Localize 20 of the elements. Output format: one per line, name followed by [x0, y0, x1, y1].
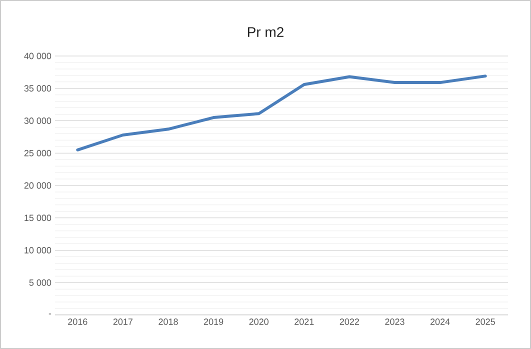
- x-tick-label: 2021: [294, 318, 314, 325]
- y-tick-label: 20 000: [24, 182, 52, 189]
- x-tick-label: 2016: [68, 318, 88, 325]
- y-tick-label: 10 000: [24, 247, 52, 254]
- y-tick-label: 15 000: [24, 214, 52, 222]
- y-tick-label: 25 000: [24, 150, 52, 156]
- line-series: [76, 74, 487, 152]
- x-tick-label: 2025: [476, 318, 495, 325]
- x-tick-label: 2018: [158, 318, 178, 325]
- x-tick-label: 2019: [204, 318, 224, 325]
- chart-title: Pr m2: [248, 27, 284, 37]
- x-tick-label: 2023: [385, 318, 404, 325]
- y-tick-label: 30 000: [24, 118, 52, 124]
- y-tick-label: 5 000: [29, 279, 52, 286]
- y-tick-label: 40 000: [24, 52, 52, 60]
- x-tick-label: 2024: [430, 318, 450, 325]
- x-tick-label: 2017: [113, 318, 132, 325]
- x-tick-label: 2022: [340, 318, 360, 325]
- x-tick-label: 2020: [249, 318, 269, 325]
- y-tick-label: 35 000: [24, 85, 52, 92]
